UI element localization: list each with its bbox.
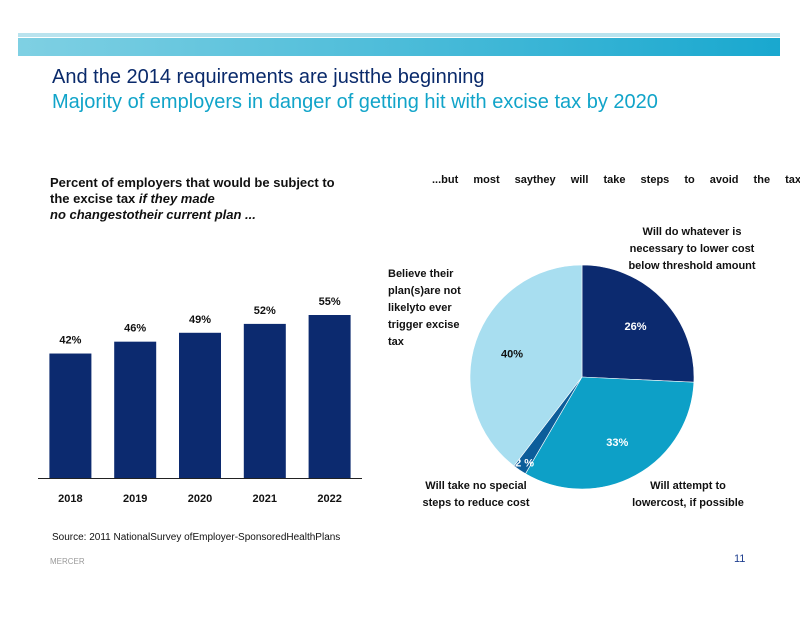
bar-value-label: 49% xyxy=(189,314,211,326)
bar-2018 xyxy=(49,353,92,478)
pie-label-no-special-steps: Will take no special steps to reduce cos… xyxy=(422,480,530,509)
pie-label-attempt-lower-cost: Will attempt to lowercost, if possible xyxy=(632,480,744,509)
bar-value-label: 46% xyxy=(124,323,146,335)
bar-chart: 42% 2018 46% 2019 49% 2020 52% 2021 55% 2022 xyxy=(38,296,362,505)
slide-subtitle: Majority of employers in danger of getti… xyxy=(52,91,658,113)
bar-2021 xyxy=(243,323,286,478)
footer-brand: MERCER xyxy=(50,557,85,566)
bar-chart-caption: Percent of employers that would be subje… xyxy=(50,175,340,223)
pie-value-label: 2 % xyxy=(515,458,534,470)
bar-category-label: 2018 xyxy=(58,493,82,505)
pie-value-label: 33% xyxy=(606,437,628,449)
page-number: 11 xyxy=(734,553,746,565)
bar-value-label: 42% xyxy=(59,335,81,347)
slide-title: And the 2014 requirements are justthe be… xyxy=(52,66,485,88)
bar-value-label: 55% xyxy=(319,296,341,308)
bar-2020 xyxy=(179,332,221,478)
bar-caption-italic-2: no changestotheir current plan ... xyxy=(50,207,256,222)
source-note: Source: 2011 NationalSurvey ofEmployer-S… xyxy=(52,532,341,543)
bar-caption-italic-1: if they made xyxy=(138,191,215,206)
pie-chart-caption: ...but most saythey will take steps to a… xyxy=(432,174,800,186)
pie-slice-whatever-necessary xyxy=(581,264,695,383)
pie-chart: 26% 33% 2 % 40% xyxy=(469,264,695,490)
pie-value-label: 40% xyxy=(501,348,523,360)
pie-label-believe-no-trigger: Believe their plan(s)are not likelyto ev… xyxy=(388,268,461,348)
pie-label-whatever-necessary: Will do whatever is necessary to lower c… xyxy=(628,226,756,272)
bar-caption-text: Percent of employers that would be subje… xyxy=(50,175,335,206)
bar-2022 xyxy=(308,315,351,478)
header-band-light xyxy=(18,33,780,37)
bar-category-label: 2022 xyxy=(317,493,341,505)
bar-2019 xyxy=(114,341,157,478)
bar-category-label: 2020 xyxy=(188,493,212,505)
bar-category-label: 2021 xyxy=(253,493,277,505)
bar-category-label: 2019 xyxy=(123,493,147,505)
header-band xyxy=(18,38,780,56)
pie-slice-believe-no-trigger xyxy=(469,264,583,467)
pie-value-label: 26% xyxy=(624,321,646,333)
bar-value-label: 52% xyxy=(254,305,276,317)
pie-slice-attempt-lower-cost xyxy=(525,376,695,490)
